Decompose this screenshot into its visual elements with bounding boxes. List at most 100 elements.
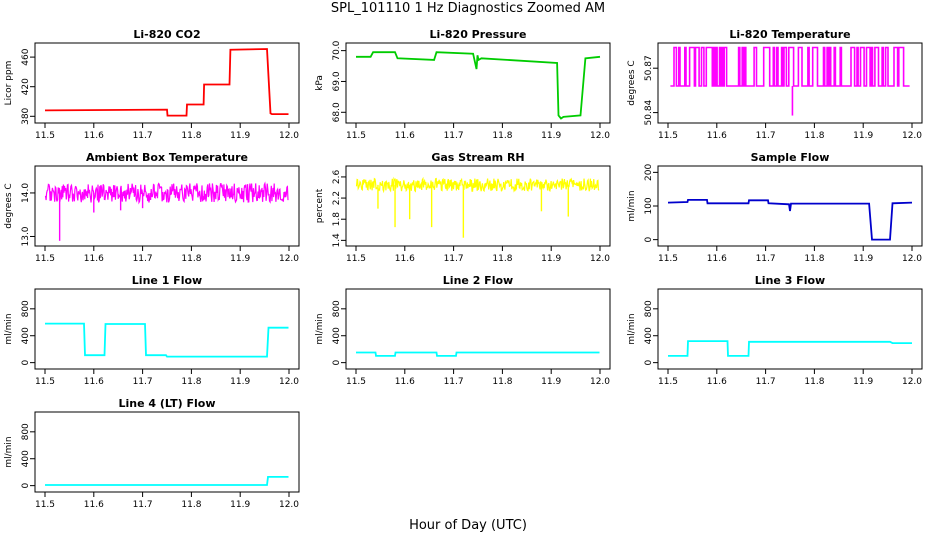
series-line	[355, 176, 600, 194]
panel-title: Sample Flow	[751, 151, 830, 164]
x-tick-label: 12.0	[902, 377, 922, 387]
panel-line-3-flow: Line 3 Flow 11.5 11.6 11.7 11.8 11.9 12.0 0 400 8…	[627, 274, 923, 387]
plot-frame	[34, 165, 300, 247]
plot-frame	[34, 288, 300, 370]
x-tick-label: 11.9	[230, 131, 250, 141]
plot-frame	[34, 411, 300, 493]
x-tick-label: 11.8	[492, 254, 512, 264]
panel-title: Line 4 (LT) Flow	[119, 397, 216, 410]
x-tick-label: 11.8	[181, 131, 201, 141]
x-tick-label: 11.5	[658, 254, 678, 264]
x-tick-label: 11.7	[133, 131, 153, 141]
y-tick-label: 1.8	[332, 212, 342, 227]
y-tick-label: 68.0	[332, 102, 342, 122]
x-tick-label: 11.9	[853, 377, 873, 387]
y-tick-label: 0	[21, 483, 31, 489]
y-tick-label: 0	[644, 237, 654, 243]
y-axis-label: Licor ppm	[4, 61, 14, 106]
y-tick-label: 50.84	[644, 99, 654, 125]
x-tick-label: 11.7	[444, 377, 464, 387]
series-line	[45, 322, 289, 358]
x-tick-label: 11.6	[395, 377, 415, 387]
y-tick-label: 70.0	[332, 40, 342, 60]
plot-frame	[345, 42, 611, 124]
x-tick-label: 12.0	[902, 254, 922, 264]
x-tick-label: 11.7	[133, 377, 153, 387]
x-tick-label: 12.0	[279, 500, 299, 510]
plot-frame	[345, 165, 611, 247]
x-tick-label: 11.9	[853, 254, 873, 264]
x-tick-label: 12.0	[590, 254, 610, 264]
x-tick-label: 11.6	[395, 254, 415, 264]
x-tick-label: 11.5	[346, 131, 366, 141]
y-tick-label: 0	[644, 360, 654, 366]
panel-title: Line 3 Flow	[755, 274, 825, 287]
x-tick-label: 12.0	[279, 377, 299, 387]
y-tick-label: 13.0	[21, 226, 31, 246]
x-tick-label: 11.9	[541, 254, 561, 264]
plot-frame	[657, 288, 923, 370]
panel-title: Li-820 Pressure	[430, 28, 527, 41]
y-tick-label: 400	[332, 327, 342, 344]
y-tick-label: 380	[21, 107, 31, 124]
series-line	[356, 51, 601, 120]
x-tick-label: 11.7	[444, 131, 464, 141]
x-tick-label: 11.8	[804, 254, 824, 264]
y-tick-label: 400	[21, 450, 31, 467]
y-tick-label: 100	[644, 197, 654, 214]
x-tick-label: 11.5	[35, 377, 55, 387]
y-axis-label: ml/min	[627, 190, 637, 221]
x-tick-label: 11.8	[181, 500, 201, 510]
y-tick-label: 0	[332, 360, 342, 366]
x-tick-label: 11.6	[707, 377, 727, 387]
x-tick-label: 11.8	[181, 377, 201, 387]
x-tick-label: 11.5	[658, 377, 678, 387]
y-axis-label: ml/min	[4, 313, 14, 344]
panel-line-4-lt-flow: Line 4 (LT) Flow 11.5 11.6 11.7 11.8 11.9 12.0…	[4, 397, 300, 510]
x-tick-label: 12.0	[590, 131, 610, 141]
y-tick-label: 1.4	[332, 233, 342, 248]
figure-x-axis-label: Hour of Day (UTC)	[409, 518, 527, 533]
panel-title: Li-820 Temperature	[729, 28, 850, 41]
series-line	[668, 340, 912, 357]
plot-frame	[657, 42, 923, 124]
series-line	[45, 476, 289, 486]
y-tick-label: 800	[332, 300, 342, 317]
y-axis-label: ml/min	[315, 313, 325, 344]
y-axis-label: degrees C	[4, 183, 14, 228]
x-tick-label: 11.8	[181, 254, 201, 264]
x-tick-label: 11.7	[444, 254, 464, 264]
x-tick-label: 11.9	[230, 500, 250, 510]
x-tick-label: 11.7	[756, 377, 776, 387]
x-tick-label: 11.7	[133, 254, 153, 264]
x-tick-label: 11.9	[230, 254, 250, 264]
panel-title: Line 1 Flow	[132, 274, 202, 287]
x-tick-label: 11.5	[35, 500, 55, 510]
x-tick-label: 11.6	[707, 131, 727, 141]
plot-frame	[345, 288, 611, 370]
x-tick-label: 11.8	[492, 131, 512, 141]
y-tick-label: 0	[21, 360, 31, 366]
x-tick-label: 11.5	[35, 254, 55, 264]
panel-title: Li-820 CO2	[133, 28, 200, 41]
y-tick-label: 420	[21, 78, 31, 95]
series-line	[44, 181, 289, 205]
x-tick-label: 11.9	[230, 377, 250, 387]
y-tick-label: 400	[21, 327, 31, 344]
y-tick-label: 460	[21, 48, 31, 65]
x-tick-label: 11.6	[707, 254, 727, 264]
x-tick-label: 12.0	[279, 254, 299, 264]
panel-line-2-flow: Line 2 Flow 11.5 11.6 11.7 11.8 11.9 12.0 0 400 8…	[315, 274, 611, 387]
x-tick-label: 11.5	[658, 131, 678, 141]
panel-li-820-temperature: Li-820 Temperature 11.5 11.6 11.7 11.8 11.9 12…	[627, 28, 923, 141]
figure-title: SPL_101110 1 Hz Diagnostics Zoomed AM	[330, 1, 606, 16]
y-tick-label: 800	[644, 300, 654, 317]
panel-li-820-pressure: Li-820 Pressure 11.5 11.6 11.7 11.8 11.9 12.0 6…	[315, 28, 611, 141]
y-tick-label: 14.0	[21, 183, 31, 203]
series-line	[356, 351, 600, 357]
y-tick-label: 69.0	[332, 71, 342, 91]
x-tick-label: 11.9	[541, 131, 561, 141]
series-line	[667, 199, 913, 241]
panel-title: Ambient Box Temperature	[86, 151, 248, 164]
y-axis-label: percent	[315, 188, 325, 223]
